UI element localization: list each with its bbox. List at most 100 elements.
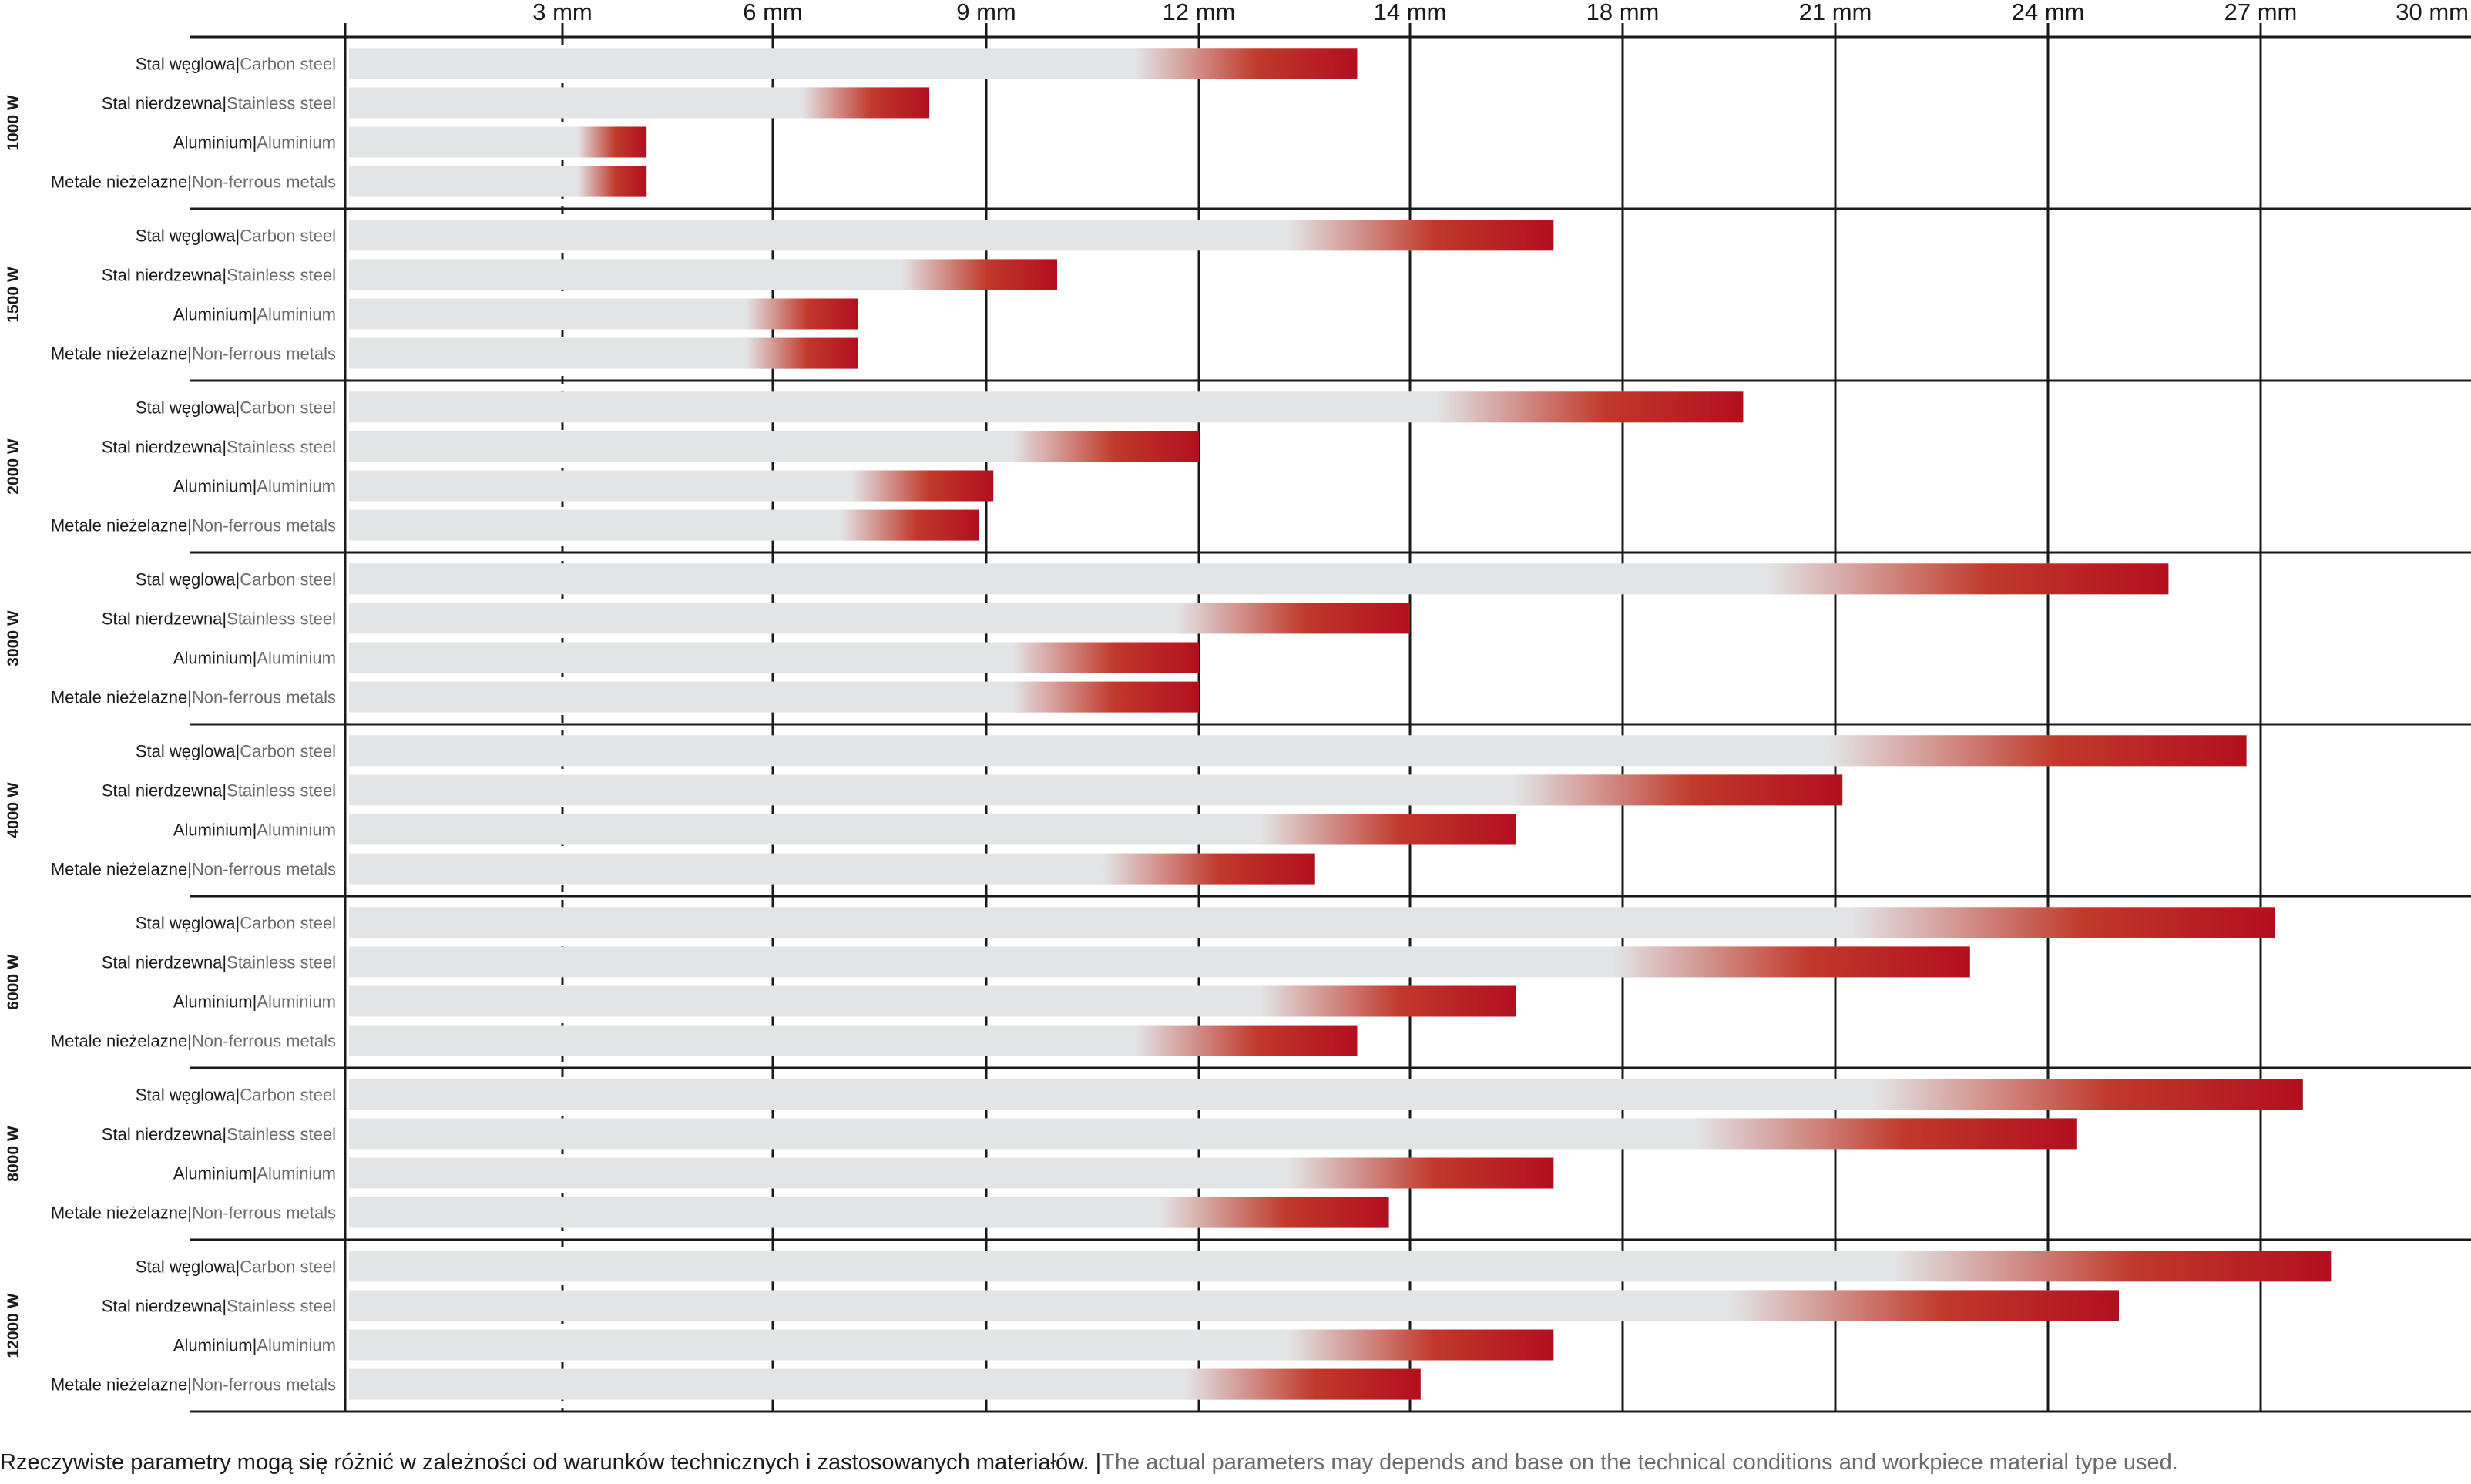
- row-label: Stal nierdzewna|Stainless steel: [102, 609, 336, 628]
- row-label-pl: Stal węglowa: [136, 1085, 236, 1104]
- bar-value-non-ferrous-metals: [1135, 1025, 1358, 1056]
- row-label-pl: Metale nieżelazne: [51, 516, 187, 536]
- row-label-pl: Metale nieżelazne: [51, 1032, 187, 1051]
- row-label-separator: |: [222, 437, 227, 456]
- row-label-en: Aluminium: [257, 477, 336, 496]
- bar-value-carbon-steel: [1872, 1079, 2303, 1110]
- row-label: Stal węglowa|Carbon steel: [136, 1085, 336, 1104]
- row-label-en: Stainless steel: [227, 93, 336, 112]
- row-label-separator: |: [187, 1032, 192, 1051]
- row-label-en: Non-ferrous metals: [192, 860, 336, 879]
- row-label: Metale nieżelazne|Non-ferrous metals: [51, 1032, 336, 1051]
- row-label-en: Aluminium: [257, 821, 336, 840]
- row-label-en: Non-ferrous metals: [192, 688, 336, 707]
- row-label-en: Carbon steel: [240, 569, 336, 589]
- row-label: Stal węglowa|Carbon steel: [136, 398, 336, 417]
- row-label-separator: |: [187, 1204, 192, 1223]
- bar-value-carbon-steel: [1828, 735, 2247, 767]
- row-label: Aluminium|Aluminium: [173, 821, 336, 840]
- row-label-pl: Aluminium: [173, 821, 253, 840]
- row-label-pl: Stal węglowa: [136, 913, 236, 932]
- row-label-en: Carbon steel: [240, 54, 336, 73]
- row-label-pl: Aluminium: [173, 1336, 253, 1355]
- row-label-pl: Stal węglowa: [136, 54, 236, 73]
- bar-value-stainless-steel: [1729, 1290, 2119, 1321]
- row-label-en: Non-ferrous metals: [192, 1204, 336, 1223]
- row-label-en: Stainless steel: [227, 1124, 336, 1143]
- x-tick-label: 9 mm: [956, 0, 1016, 25]
- row-label-separator: |: [222, 93, 227, 112]
- group-label: 12000 W: [5, 1293, 22, 1358]
- bar-value-stainless-steel: [1012, 431, 1199, 462]
- bar-value-carbon-steel: [1135, 48, 1358, 79]
- row-label-pl: Stal nierdzewna: [102, 609, 223, 628]
- row-label-pl: Aluminium: [173, 477, 253, 496]
- row-label-pl: Stal nierdzewna: [102, 781, 223, 800]
- row-label: Metale nieżelazne|Non-ferrous metals: [51, 1204, 336, 1223]
- bar-value-aluminium: [1259, 814, 1516, 845]
- row-label-pl: Metale nieżelazne: [51, 344, 187, 364]
- row-label-separator: |: [222, 781, 227, 800]
- row-label-en: Aluminium: [257, 649, 336, 668]
- bar-value-aluminium: [746, 298, 858, 330]
- row-label-separator: |: [236, 913, 240, 932]
- row-label-pl: Aluminium: [173, 133, 253, 153]
- row-label-separator: |: [253, 477, 257, 496]
- x-tick-label: 21 mm: [1799, 0, 1872, 25]
- bar-value-stainless-steel: [901, 259, 1057, 290]
- row-label-pl: Metale nieżelazne: [51, 1375, 187, 1395]
- row-label-pl: Stal węglowa: [136, 741, 236, 760]
- row-label-separator: |: [236, 1257, 240, 1276]
- x-axis-ticks: 3 mm 6 mm 9 mm 12 mm 14 mm 18 mm 21 mm 24 mm 27 …: [532, 0, 2469, 25]
- row-label: Metale nieżelazne|Non-ferrous metals: [51, 516, 336, 536]
- row-label-separator: |: [187, 344, 192, 364]
- row-label: Stal węglowa|Carbon steel: [136, 54, 336, 73]
- group-label: 6000 W: [5, 954, 22, 1010]
- row-label: Aluminium|Aluminium: [173, 649, 336, 668]
- bar-value-non-ferrous-metals: [1102, 853, 1315, 885]
- row-label-en: Non-ferrous metals: [192, 1032, 336, 1051]
- row-label-pl: Aluminium: [173, 992, 253, 1012]
- row-label-en: Stainless steel: [227, 781, 336, 800]
- row-label: Stal nierdzewna|Stainless steel: [102, 1296, 336, 1315]
- row-label-pl: Stal nierdzewna: [102, 952, 223, 972]
- row-label: Metale nieżelazne|Non-ferrous metals: [51, 688, 336, 707]
- row-label-pl: Aluminium: [173, 649, 253, 668]
- bar-value-stainless-steel: [1613, 946, 1970, 978]
- bar-value-non-ferrous-metals: [840, 509, 979, 541]
- row-label: Metale nieżelazne|Non-ferrous metals: [51, 860, 336, 879]
- row-label-separator: |: [187, 860, 192, 879]
- x-tick-label: 12 mm: [1163, 0, 1236, 25]
- row-label-separator: |: [187, 1375, 192, 1395]
- footnote-en: The actual parameters may depends and ba…: [1101, 1450, 2178, 1475]
- x-tick-label: 3 mm: [532, 0, 593, 25]
- bar-value-carbon-steel: [1851, 907, 2275, 938]
- row-label: Stal nierdzewna|Stainless steel: [102, 437, 336, 456]
- row-label-separator: |: [222, 609, 227, 628]
- row-label-pl: Aluminium: [173, 305, 253, 324]
- bar-value-aluminium: [851, 470, 994, 502]
- x-tick-label: 6 mm: [743, 0, 803, 25]
- row-label-separator: |: [253, 133, 257, 153]
- bars: [349, 48, 2332, 1400]
- row-label-en: Non-ferrous metals: [192, 516, 336, 536]
- footnote-pl: Rzeczywiste parametry mogą się różnić w …: [0, 1450, 1089, 1475]
- row-label: Stal nierdzewna|Stainless steel: [102, 1124, 336, 1143]
- footnote: Rzeczywiste parametry mogą się różnić w …: [0, 1450, 2178, 1476]
- row-label-pl: Stal nierdzewna: [102, 1296, 223, 1315]
- row-label: Stal nierdzewna|Stainless steel: [102, 93, 336, 112]
- row-label-pl: Stal nierdzewna: [102, 265, 223, 284]
- row-label-separator: |: [222, 1124, 227, 1143]
- bar-value-non-ferrous-metals: [1012, 681, 1199, 713]
- row-label-separator: |: [222, 952, 227, 972]
- bar-value-carbon-steel: [1288, 220, 1554, 251]
- row-label-separator: |: [253, 821, 257, 840]
- bar-value-non-ferrous-metals: [577, 166, 647, 197]
- row-label-separator: |: [236, 226, 240, 245]
- group-label: 1000 W: [5, 95, 22, 151]
- group-label: 8000 W: [5, 1126, 22, 1182]
- row-label-separator: |: [253, 305, 257, 324]
- bar-value-carbon-steel: [1768, 563, 2169, 595]
- row-label-separator: |: [253, 992, 257, 1012]
- row-label-pl: Metale nieżelazne: [51, 688, 187, 707]
